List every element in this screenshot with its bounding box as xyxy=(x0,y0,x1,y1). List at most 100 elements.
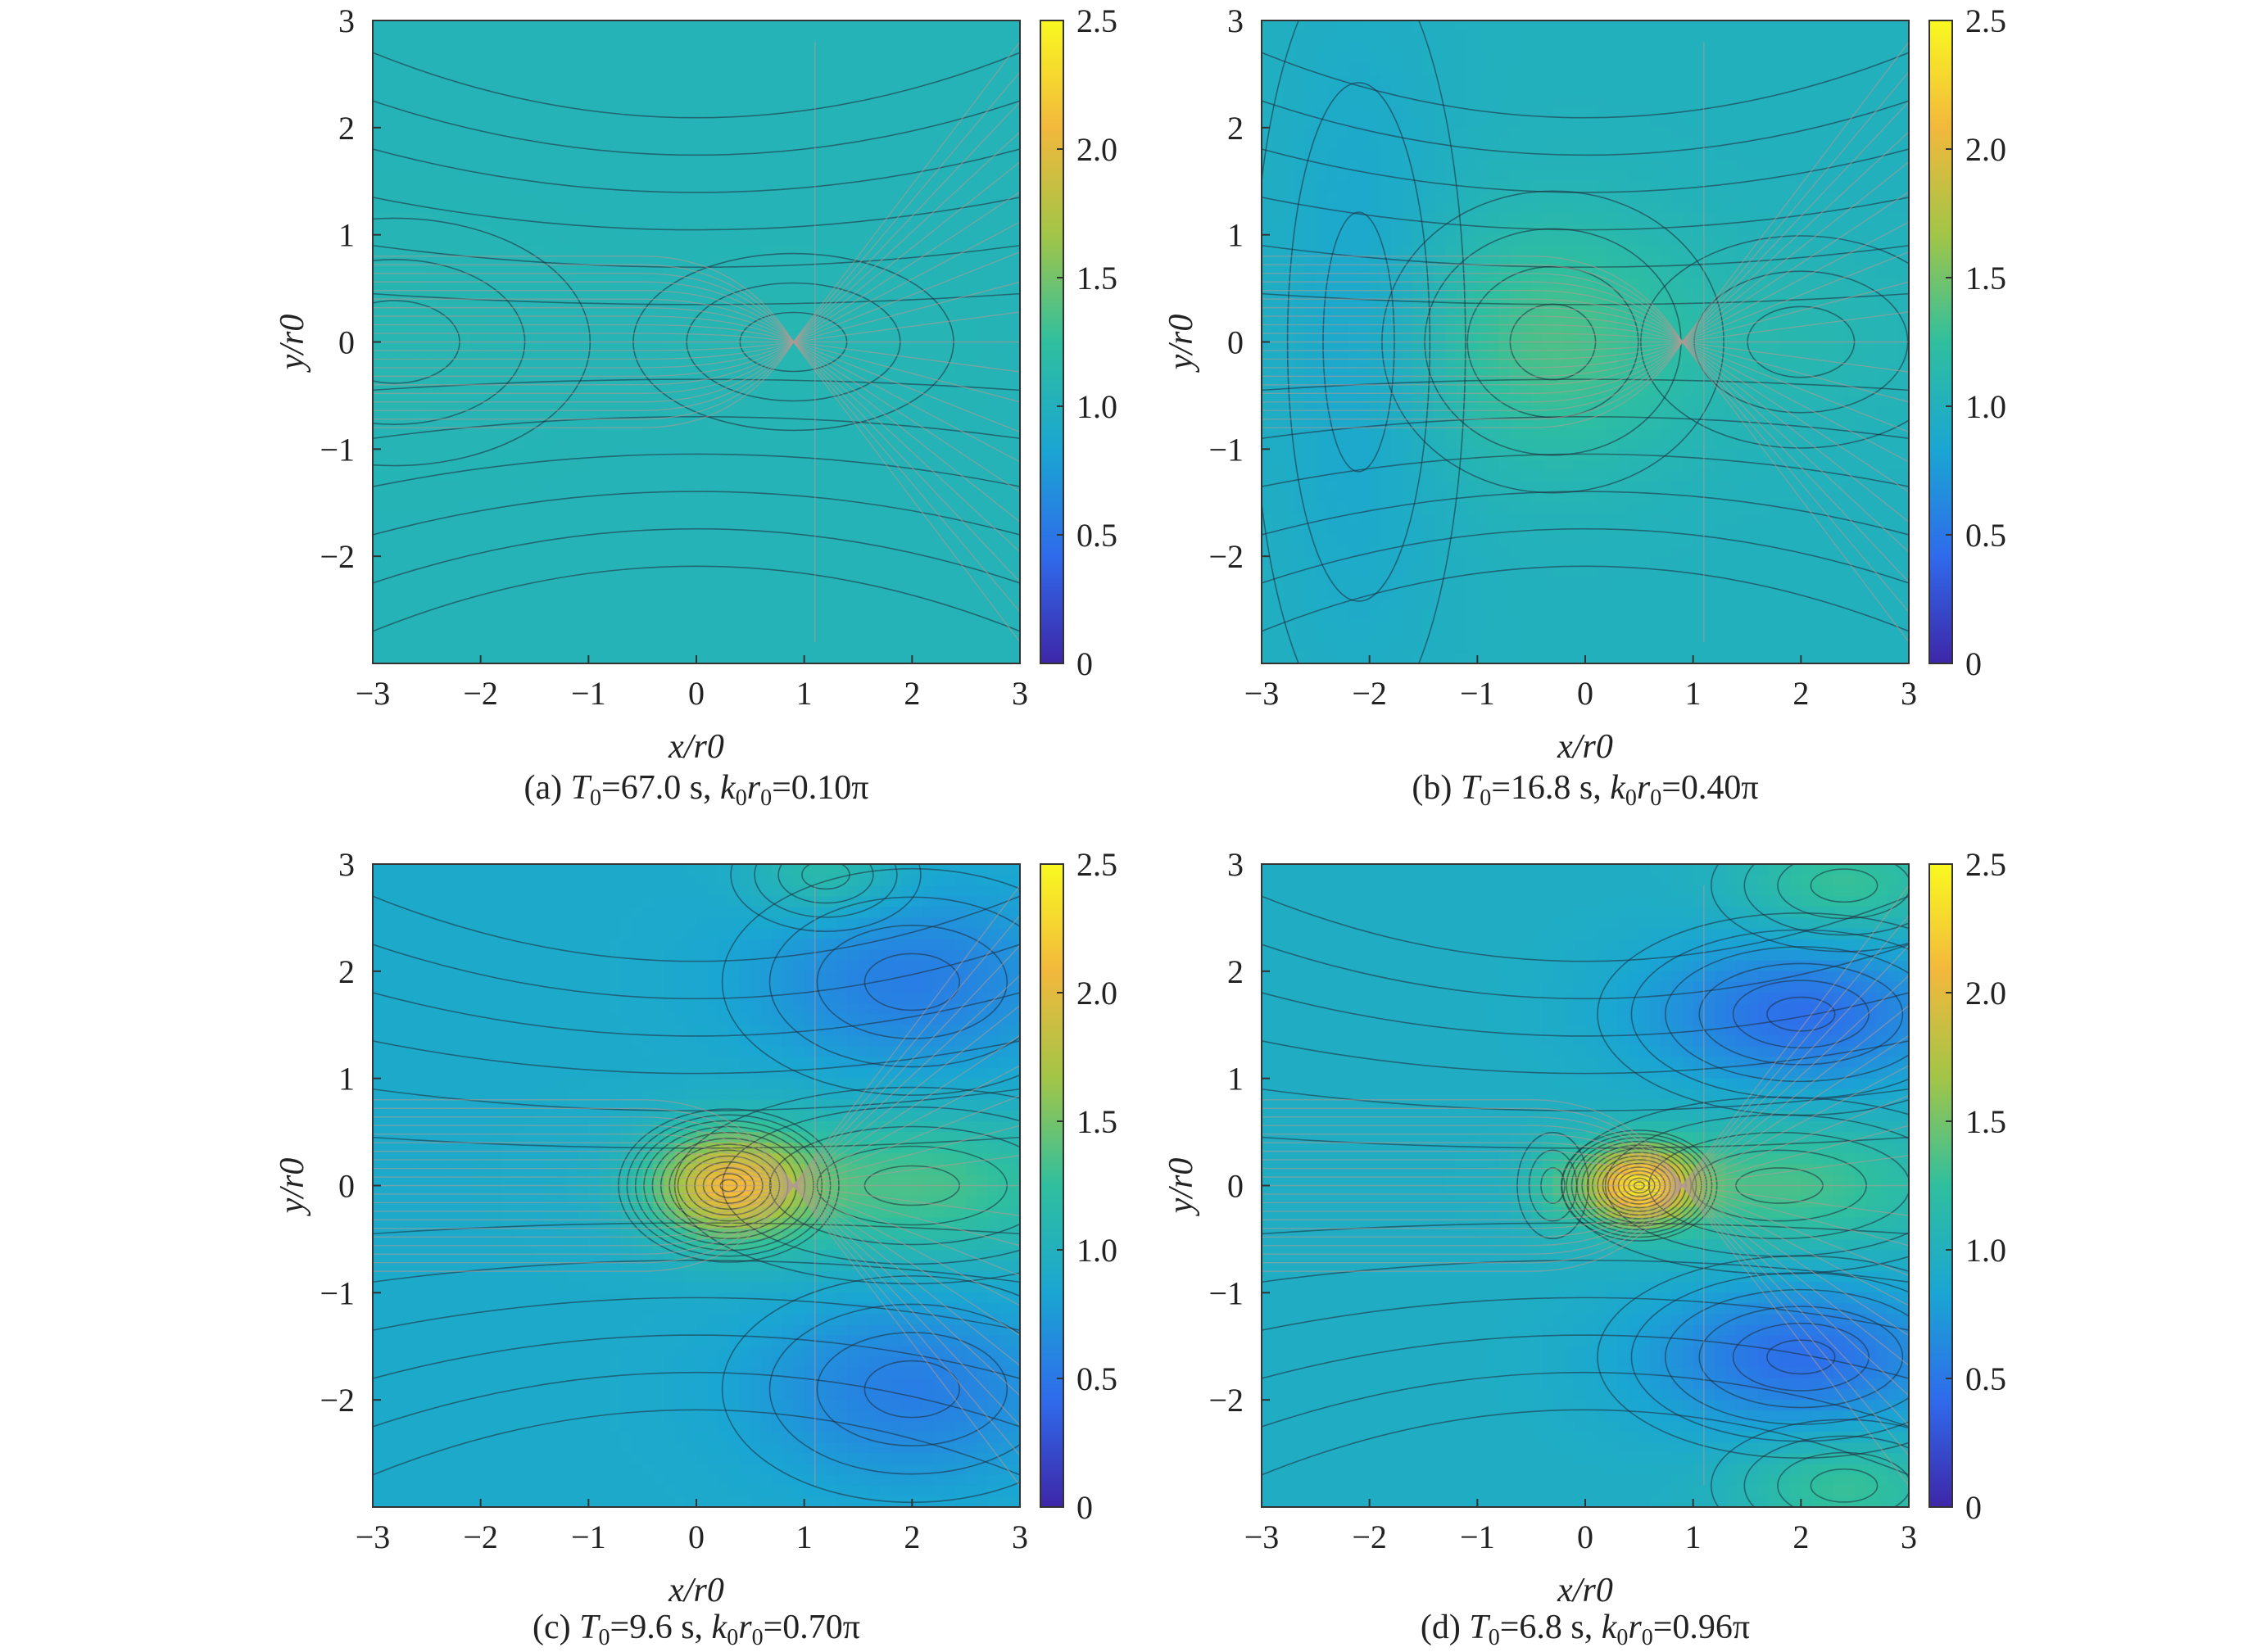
heat-cell xyxy=(739,234,751,247)
heat-cell xyxy=(632,438,643,450)
heat-cell xyxy=(664,127,676,139)
heat-cell xyxy=(1358,278,1371,289)
heat-cell xyxy=(513,513,524,525)
heat-cell xyxy=(1304,502,1317,514)
heat-cell xyxy=(772,384,783,396)
heat-cell xyxy=(782,224,795,236)
heat-cell xyxy=(933,106,945,118)
heat-cell xyxy=(1304,491,1317,504)
heat-cell xyxy=(826,192,837,204)
heat-cell xyxy=(1434,160,1446,171)
heat-cell xyxy=(610,609,622,622)
heat-cell xyxy=(1304,395,1317,407)
heat-cell xyxy=(642,352,654,364)
heat-cell xyxy=(977,459,989,472)
heat-cell xyxy=(977,106,989,118)
heat-cell xyxy=(1423,234,1435,247)
heat-cell xyxy=(1477,577,1489,590)
heat-cell xyxy=(1358,491,1371,504)
heat-cell xyxy=(987,652,999,663)
heat-cell xyxy=(1402,481,1413,493)
heat-cell xyxy=(1412,106,1425,118)
heat-cell xyxy=(1402,320,1413,333)
heat-cell xyxy=(966,428,977,439)
heat-cell xyxy=(826,106,837,118)
heat-cell xyxy=(394,245,406,257)
heat-cell xyxy=(955,106,967,118)
heat-cell xyxy=(1262,266,1273,278)
heat-cell xyxy=(674,577,687,590)
heat-cell xyxy=(772,535,783,546)
heat-cell xyxy=(1391,234,1403,247)
heat-cell xyxy=(578,342,589,354)
heat-cell xyxy=(1444,620,1457,632)
heat-cell xyxy=(739,481,751,493)
heat-cell xyxy=(879,342,891,354)
heat-cell xyxy=(782,95,795,107)
heat-cell xyxy=(674,31,687,43)
heat-cell xyxy=(459,106,471,118)
heat-cell xyxy=(1272,202,1284,215)
heat-cell xyxy=(469,213,482,225)
heat-cell xyxy=(891,481,902,493)
heat-cell xyxy=(1337,95,1348,107)
heat-cell xyxy=(674,620,687,632)
heat-cell xyxy=(836,491,848,504)
heat-cell xyxy=(1369,310,1381,321)
heat-cell xyxy=(1262,202,1273,215)
heat-cell xyxy=(793,213,805,225)
heat-cell xyxy=(555,42,568,53)
heat-cell xyxy=(534,234,546,247)
heat-cell xyxy=(782,588,795,600)
heat-cell xyxy=(426,181,438,192)
heat-cell xyxy=(879,502,891,514)
heat-cell xyxy=(793,42,805,53)
heat-cell xyxy=(599,127,611,139)
heat-cell xyxy=(966,224,977,236)
heat-cell xyxy=(772,170,783,182)
heat-cell xyxy=(1348,213,1360,225)
heat-cell xyxy=(373,535,384,546)
heat-cell xyxy=(502,331,514,343)
ray-paths-a xyxy=(373,41,1020,643)
heat-cell xyxy=(858,31,870,43)
heat-cell xyxy=(912,609,924,622)
heat-cell xyxy=(750,459,762,472)
heat-cell xyxy=(1391,192,1403,204)
heat-cell xyxy=(578,406,589,418)
heat-cell xyxy=(373,74,384,86)
heat-cell xyxy=(1272,491,1284,504)
heat-cell xyxy=(1315,95,1327,107)
heat-cell xyxy=(1008,352,1020,364)
heat-cell xyxy=(814,631,827,643)
heat-cell xyxy=(1391,491,1403,504)
heat-cell xyxy=(858,556,870,568)
heat-cell xyxy=(1294,299,1306,310)
heat-cell xyxy=(804,95,816,107)
heat-cell xyxy=(891,138,902,150)
heat-cell xyxy=(664,42,676,53)
heat-cell xyxy=(1456,641,1467,654)
heat-cell xyxy=(642,116,654,129)
heat-cell xyxy=(847,599,859,611)
heat-cell xyxy=(674,127,687,139)
heat-cell xyxy=(674,567,687,578)
heat-cell xyxy=(469,116,482,129)
heat-cell xyxy=(1402,652,1413,663)
heat-cell xyxy=(804,352,816,364)
heat-cell xyxy=(545,202,557,215)
heat-cell xyxy=(1391,20,1403,32)
heat-cell xyxy=(750,523,762,536)
heat-cell xyxy=(1272,523,1284,536)
heat-cell xyxy=(1294,491,1306,504)
heat-cell xyxy=(685,545,697,557)
heat-cell xyxy=(826,256,837,268)
heat-cell xyxy=(696,599,708,611)
heat-cell xyxy=(1434,202,1446,215)
heat-cell xyxy=(523,459,536,472)
heat-cell xyxy=(599,599,611,611)
heat-cell xyxy=(545,331,557,343)
heat-cell xyxy=(1294,449,1306,461)
heat-cell xyxy=(545,278,557,289)
heat-cell xyxy=(782,266,795,278)
